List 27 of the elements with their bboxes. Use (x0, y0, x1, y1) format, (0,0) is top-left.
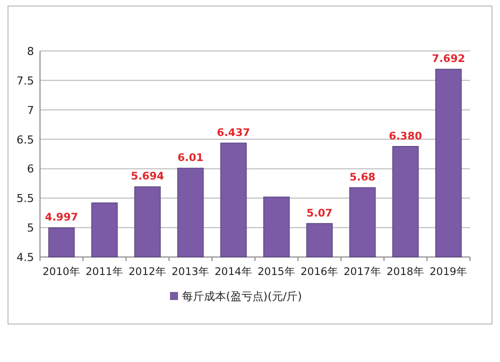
y-tick-label: 8 (27, 45, 34, 58)
data-label: 5.07 (306, 207, 332, 220)
data-label: 6.380 (388, 130, 422, 142)
x-tick-label: 2016年 (300, 266, 338, 278)
x-tick-label: 2015年 (258, 266, 296, 278)
x-tick-label: 2010年 (42, 266, 80, 278)
x-tick-label: 2018年 (386, 266, 424, 278)
data-label: 6.01 (178, 152, 204, 164)
legend-label: 每斤成本(盈亏点)(元/斤) (182, 290, 302, 303)
y-tick-label: 5.5 (16, 192, 34, 206)
y-tick-label: 6.5 (16, 133, 34, 146)
x-tick-label: 2014年 (214, 266, 252, 278)
data-label: 5.68 (350, 172, 376, 184)
y-tick-label: 6 (27, 162, 34, 176)
y-tick-label: 4.5 (16, 251, 34, 264)
data-label: 6.437 (216, 126, 250, 139)
x-tick-label: 2012年 (128, 266, 166, 278)
x-tick-label: 2013年 (172, 266, 210, 278)
y-tick-label: 5 (27, 222, 34, 235)
x-tick-label: 2019年 (430, 266, 468, 278)
y-tick-label: 7 (27, 104, 34, 117)
y-tick-label: 7.5 (16, 74, 34, 88)
x-tick-label: 2017年 (344, 266, 382, 278)
x-tick-label: 2011年 (86, 266, 124, 278)
data-label: 4.997 (44, 212, 78, 224)
data-label: 5.694 (130, 170, 164, 183)
data-label: 7.692 (432, 53, 466, 66)
